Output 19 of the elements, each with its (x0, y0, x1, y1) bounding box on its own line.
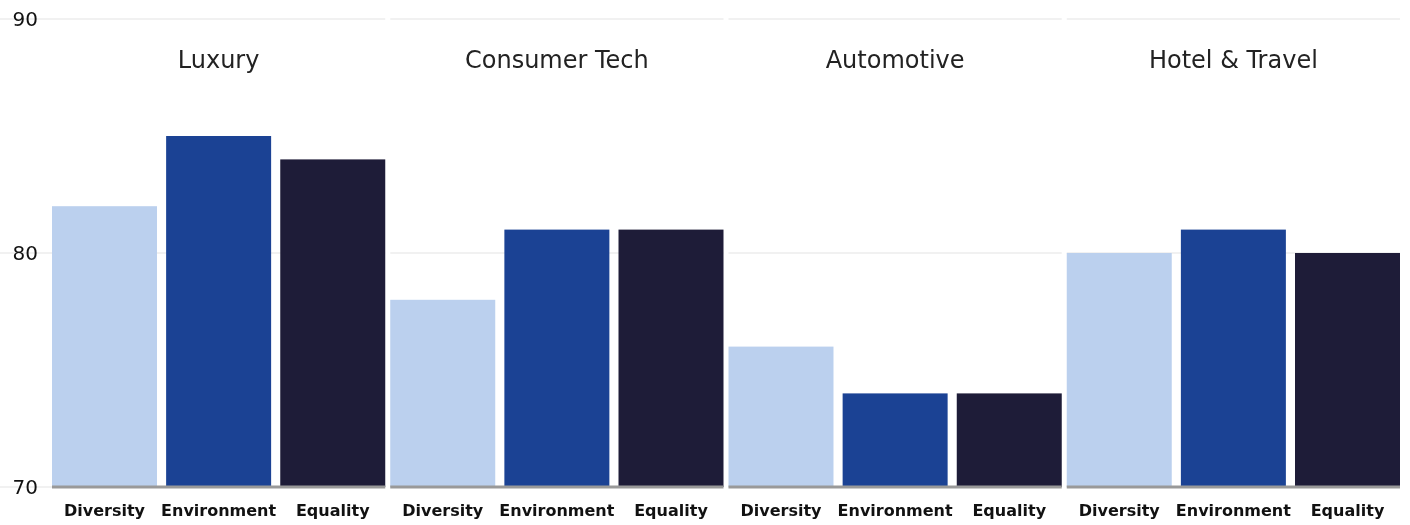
y-tick-label: 80 (12, 241, 38, 265)
y-tick-label: 90 (12, 7, 38, 31)
x-tick-label: Environment (1175, 501, 1292, 520)
x-tick-label: Diversity (740, 501, 823, 520)
x-tick-label: Environment (837, 501, 954, 520)
x-tick-label: Diversity (402, 501, 484, 520)
y-tick-label: 70 (12, 475, 38, 499)
x-tick-label: Equality (1310, 501, 1385, 520)
x-tick-label: Environment (499, 501, 615, 520)
x-tick-label: Equality (972, 501, 1047, 520)
text: Hotel & Travel (1148, 46, 1318, 74)
x-tick-label: Equality (295, 501, 371, 520)
text: Consumer Tech (464, 46, 649, 74)
x-tick-label: Diversity (63, 501, 146, 520)
x-tick-label: Diversity (1078, 501, 1161, 520)
x-tick-label: Equality (634, 501, 709, 520)
text: Automotive (825, 46, 965, 74)
x-tick-label: Environment (161, 501, 277, 520)
text: Luxury (177, 46, 260, 74)
